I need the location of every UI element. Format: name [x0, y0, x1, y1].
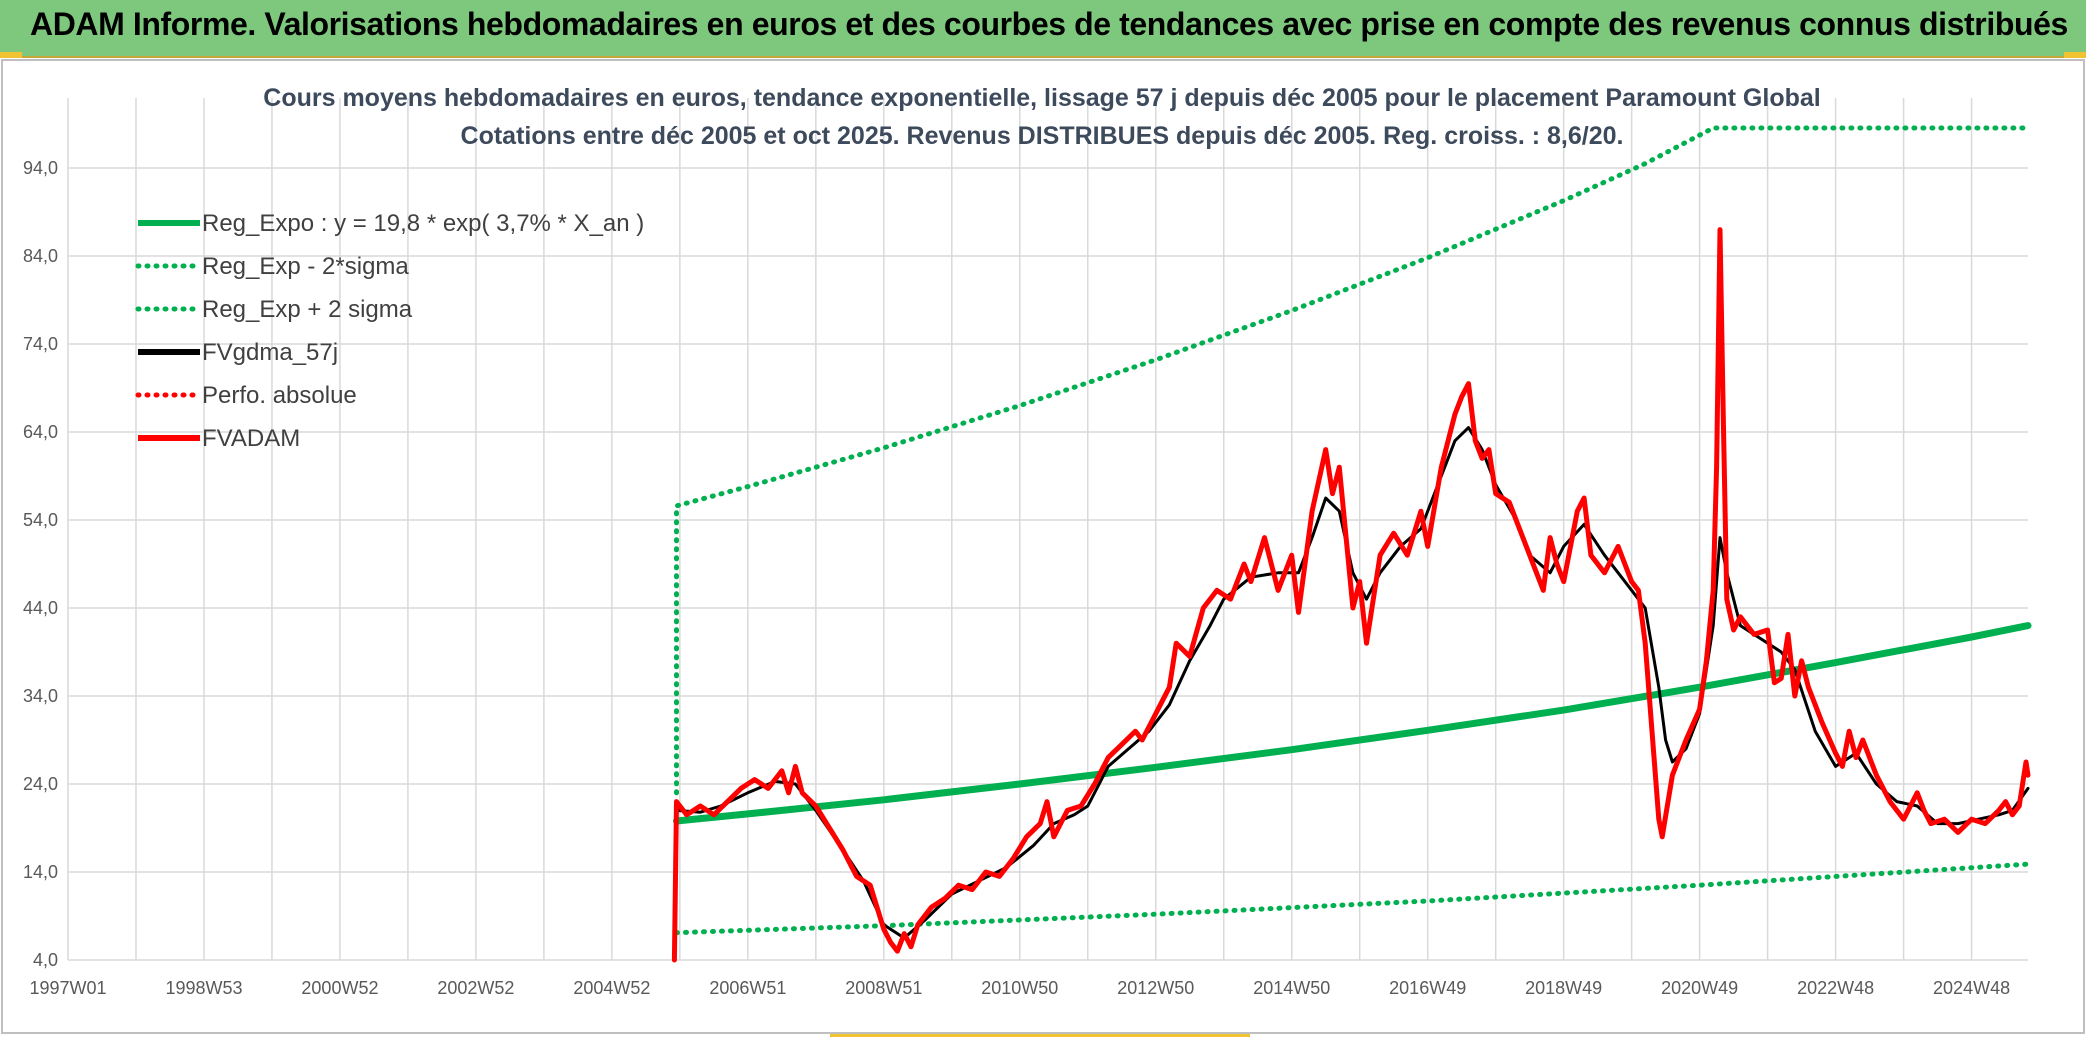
x-tick-label: 2012W50 [1117, 978, 1194, 998]
y-tick-label: 24,0 [23, 774, 58, 794]
x-axis-ticks: 1997W01 1998W53 2000W52 2002W52 2004W52 2006W… [29, 978, 2010, 998]
legend-label: FVADAM [202, 425, 300, 452]
report-title: ADAM Informe. Valorisations hebdomadaire… [30, 6, 2068, 42]
y-tick-label: 44,0 [23, 598, 58, 618]
series-lines [671, 125, 2032, 963]
series-line-0 [673, 622, 2032, 825]
y-axis-ticks: 4,0 14,0 24,0 34,0 44,0 54,0 64,0 74,0 84,0 94,0 [23, 158, 58, 970]
y-tick-label: 4,0 [33, 950, 58, 970]
report-header: ADAM Informe. Valorisations hebdomadaire… [0, 0, 2086, 58]
y-tick-label: 54,0 [23, 510, 58, 530]
y-tick-label: 14,0 [23, 862, 58, 882]
x-tick-label: 2006W51 [709, 978, 786, 998]
corner-accent-right [2064, 52, 2086, 58]
chart-title-line-1: Cours moyens hebdomadaires en euros, ten… [263, 84, 1820, 112]
legend-label: FVgdma_57j [202, 339, 338, 366]
x-tick-label: 2010W50 [981, 978, 1058, 998]
x-tick-label: 2022W48 [1797, 978, 1874, 998]
y-tick-label: 84,0 [23, 246, 58, 266]
legend-label: Reg_Expo : y = 19,8 * exp( 3,7% * X_an ) [202, 210, 644, 237]
x-tick-label: 2018W49 [1525, 978, 1602, 998]
x-tick-label: 2016W49 [1389, 978, 1466, 998]
legend-label: Reg_Exp + 2 sigma [202, 296, 413, 323]
x-tick-label: 2002W52 [437, 978, 514, 998]
legend-label: Reg_Exp - 2*sigma [202, 253, 409, 280]
series-line-5 [671, 227, 2031, 963]
y-tick-label: 64,0 [23, 422, 58, 442]
chart-legend: Reg_Expo : y = 19,8 * exp( 3,7% * X_an )… [135, 210, 644, 452]
x-tick-label: 2004W52 [573, 978, 650, 998]
x-tick-label: 2008W51 [845, 978, 922, 998]
chart-area [1, 59, 2085, 1034]
series-line-1 [674, 861, 2031, 936]
legend-label: Perfo. absolue [202, 382, 357, 409]
x-tick-label: 1998W53 [165, 978, 242, 998]
y-tick-label: 94,0 [23, 158, 58, 178]
x-tick-label: 2014W50 [1253, 978, 1330, 998]
y-tick-label: 74,0 [23, 334, 58, 354]
x-tick-label: 2024W48 [1933, 978, 2010, 998]
x-tick-label: 1997W01 [29, 978, 106, 998]
corner-accent-left [0, 52, 22, 58]
grid-lines [67, 98, 2028, 961]
chart-title-line-2: Cotations entre déc 2005 et oct 2025. Re… [461, 122, 1624, 150]
chart-title: Cours moyens hebdomadaires en euros, ten… [263, 84, 1820, 150]
x-tick-label: 2000W52 [301, 978, 378, 998]
x-tick-label: 2020W49 [1661, 978, 1738, 998]
line-chart: 4,014,024,034,044,054,064,074,084,094,0 … [1, 59, 2085, 1034]
y-tick-label: 34,0 [23, 686, 58, 706]
